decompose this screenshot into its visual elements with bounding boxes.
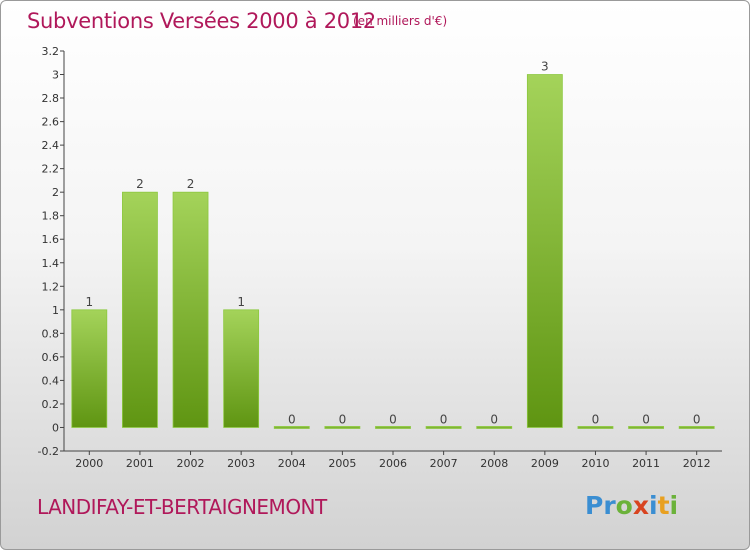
bar bbox=[526, 74, 563, 428]
y-tick-label: -0.2 bbox=[38, 445, 59, 458]
chart-title: Subventions Versées 2000 à 2012 bbox=[27, 9, 376, 33]
y-tick-label: 0.8 bbox=[42, 327, 60, 340]
y-tick-label: 1 bbox=[52, 304, 59, 317]
y-tick-label: 2.6 bbox=[42, 116, 60, 129]
y-tick-label: 0 bbox=[52, 421, 59, 434]
y-tick-label: 0.4 bbox=[42, 374, 60, 387]
x-tick-label: 2012 bbox=[683, 457, 711, 470]
bar bbox=[425, 426, 462, 429]
x-tick-label: 2011 bbox=[632, 457, 660, 470]
bar bbox=[628, 426, 664, 429]
bar bbox=[172, 191, 209, 428]
bar bbox=[678, 426, 715, 429]
x-tick-label: 2002 bbox=[177, 457, 205, 470]
data-label: 0 bbox=[592, 412, 600, 426]
y-tick-label: 2.8 bbox=[42, 92, 60, 105]
bar bbox=[122, 191, 158, 428]
data-label: 2 bbox=[136, 177, 144, 191]
bar bbox=[324, 426, 361, 429]
data-label: 0 bbox=[440, 412, 448, 426]
data-label: 1 bbox=[85, 295, 93, 309]
data-label: 0 bbox=[490, 412, 498, 426]
data-label: 1 bbox=[237, 295, 245, 309]
bar bbox=[71, 309, 108, 428]
data-label: 0 bbox=[693, 412, 701, 426]
y-tick-label: 0.6 bbox=[42, 351, 60, 364]
bar bbox=[375, 426, 411, 429]
data-label: 0 bbox=[339, 412, 347, 426]
proxiti-logo: Proxiti bbox=[585, 491, 679, 520]
x-tick-label: 2005 bbox=[328, 457, 356, 470]
data-label: 2 bbox=[187, 177, 195, 191]
data-label: 3 bbox=[541, 60, 549, 74]
y-tick-label: 0.2 bbox=[42, 398, 60, 411]
y-tick-label: 3.2 bbox=[42, 45, 60, 58]
x-tick-label: 2009 bbox=[531, 457, 559, 470]
x-tick-label: 2006 bbox=[379, 457, 407, 470]
data-label: 0 bbox=[389, 412, 397, 426]
x-tick-label: 2004 bbox=[278, 457, 306, 470]
data-label: 0 bbox=[288, 412, 296, 426]
y-tick-label: 1.6 bbox=[42, 233, 60, 246]
x-tick-label: 2001 bbox=[126, 457, 154, 470]
x-tick-label: 2007 bbox=[430, 457, 458, 470]
y-tick-label: 3 bbox=[52, 69, 59, 82]
y-tick-label: 1.4 bbox=[42, 257, 60, 270]
y-tick-label: 1.2 bbox=[42, 280, 60, 293]
y-tick-label: 1.8 bbox=[42, 210, 60, 223]
chart-unit: (en milliers d'€) bbox=[353, 14, 448, 28]
y-tick-label: 2 bbox=[52, 186, 59, 199]
bar bbox=[223, 309, 260, 428]
commune-name: LANDIFAY-ET-BERTAIGNEMONT bbox=[37, 495, 327, 519]
x-tick-label: 2003 bbox=[227, 457, 255, 470]
x-tick-label: 2000 bbox=[75, 457, 103, 470]
y-tick-label: 2.2 bbox=[42, 163, 60, 176]
y-tick-label: 2.4 bbox=[42, 139, 60, 152]
x-tick-label: 2008 bbox=[480, 457, 508, 470]
bar bbox=[273, 426, 310, 429]
data-label: 0 bbox=[642, 412, 650, 426]
bar bbox=[476, 426, 513, 429]
x-tick-label: 2010 bbox=[581, 457, 609, 470]
bar bbox=[577, 426, 614, 429]
